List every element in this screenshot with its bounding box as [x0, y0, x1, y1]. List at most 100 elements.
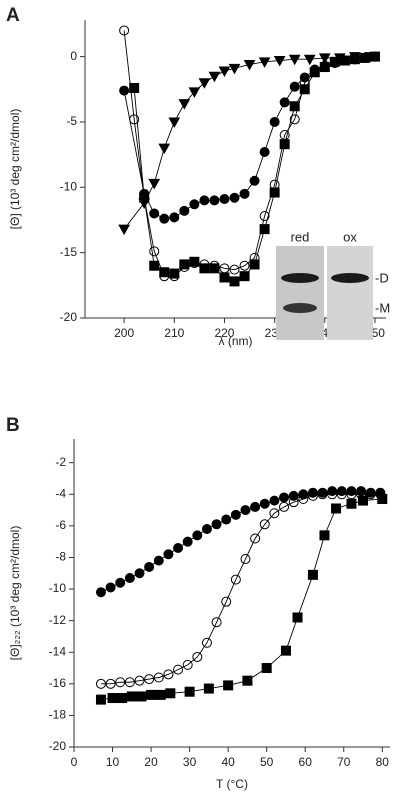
x-tick-label: 50 [260, 755, 274, 769]
marker-square [279, 139, 290, 150]
y-axis-label: [Θ] (10³ deg cm²/dmol) [8, 109, 22, 230]
marker-circle [279, 97, 290, 108]
marker-circle [139, 188, 150, 199]
marker-square [126, 691, 137, 702]
marker-circle [144, 561, 155, 572]
x-tick-label: 70 [337, 755, 351, 769]
x-tick-label: 200 [114, 326, 134, 340]
marker-square [95, 694, 106, 705]
marker-circle [105, 678, 116, 689]
marker-square [136, 691, 147, 702]
marker-circle [163, 669, 174, 680]
gel-band [281, 273, 319, 283]
marker-circle [211, 617, 222, 628]
marker-circle [124, 572, 135, 583]
x-tick-label: 210 [164, 326, 184, 340]
y-tick-label: -12 [49, 613, 67, 627]
marker-circle [153, 672, 164, 683]
marker-circle [124, 677, 135, 688]
marker-circle [199, 195, 210, 206]
marker-square [377, 494, 388, 505]
marker-circle [189, 199, 200, 210]
marker-circle [309, 64, 320, 75]
marker-triangle [208, 71, 221, 83]
marker-triangle [168, 117, 181, 128]
y-tick-label: -8 [55, 550, 66, 564]
marker-circle [159, 213, 170, 224]
x-tick-label: 10 [106, 755, 120, 769]
marker-circle [115, 577, 126, 588]
marker-circle [105, 582, 116, 593]
marker-square [107, 693, 118, 704]
marker-circle [169, 212, 180, 223]
y-tick-label: -5 [66, 114, 77, 128]
marker-circle [182, 536, 193, 547]
marker-circle [259, 211, 270, 222]
marker-circle [229, 264, 240, 275]
marker-circle [115, 677, 126, 688]
marker-circle [173, 664, 184, 675]
marker-square [331, 503, 342, 514]
gel-label: -D [375, 270, 389, 285]
x-axis-label: λ (nm) [219, 334, 253, 348]
marker-triangle [178, 99, 191, 110]
marker-square [179, 259, 190, 270]
marker-square [199, 263, 210, 274]
marker-square [165, 688, 176, 699]
marker-circle [149, 246, 160, 257]
marker-square [259, 224, 270, 235]
marker-circle [289, 114, 300, 125]
y-tick-label: -6 [55, 518, 66, 532]
marker-square [117, 693, 128, 704]
y-tick-label: -2 [55, 455, 66, 469]
panel-label: A [6, 5, 20, 26]
marker-triangle [273, 56, 286, 67]
marker-square [159, 267, 170, 278]
marker-square [209, 263, 220, 274]
marker-circle [221, 514, 232, 525]
marker-square [358, 495, 369, 506]
marker-triangle [218, 66, 231, 78]
marker-triangle [333, 53, 346, 64]
marker-square [146, 689, 157, 700]
marker-square [223, 680, 234, 691]
marker-square [319, 530, 330, 541]
y-tick-label: -20 [60, 310, 78, 324]
marker-circle [95, 587, 106, 598]
marker-square [203, 683, 214, 694]
y-tick-label: -10 [49, 581, 67, 595]
gel-band [283, 303, 317, 313]
marker-circle [119, 85, 130, 96]
marker-circle [336, 486, 347, 497]
marker-square [155, 689, 166, 700]
marker-triangle [258, 57, 271, 68]
series-line [123, 56, 370, 230]
marker-square [189, 256, 200, 267]
marker-circle [249, 175, 260, 186]
marker-circle [211, 519, 222, 530]
y-tick-label: -14 [49, 644, 67, 658]
marker-circle [269, 508, 280, 519]
gel-label: ox [343, 229, 357, 244]
gel-lane-ox [327, 246, 373, 340]
marker-circle [269, 116, 280, 127]
marker-triangle [318, 53, 331, 64]
y-axis-label: [Θ]₂₂₂ (10³ deg cm²/dmol) [8, 526, 22, 661]
gel-label: red [291, 229, 310, 244]
marker-square [299, 84, 310, 95]
marker-square [292, 612, 303, 623]
marker-triangle [138, 198, 151, 210]
marker-triangle [158, 143, 171, 155]
marker-circle [229, 192, 240, 203]
series-line [100, 498, 383, 701]
marker-circle [279, 492, 290, 503]
marker-square [184, 686, 195, 697]
y-tick-label: -16 [49, 676, 67, 690]
marker-square [307, 569, 318, 580]
marker-circle [192, 530, 203, 541]
marker-triangle [303, 54, 316, 66]
marker-circle [153, 555, 164, 566]
marker-triangle [349, 52, 361, 63]
marker-square [242, 675, 253, 686]
marker-circle [201, 637, 212, 648]
